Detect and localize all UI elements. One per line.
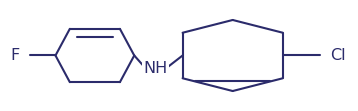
Text: F: F	[10, 48, 20, 63]
Text: NH: NH	[144, 61, 168, 76]
Text: F: F	[10, 48, 20, 63]
Text: NH: NH	[144, 61, 168, 76]
Text: Cl: Cl	[330, 48, 346, 63]
Text: Cl: Cl	[330, 48, 346, 63]
